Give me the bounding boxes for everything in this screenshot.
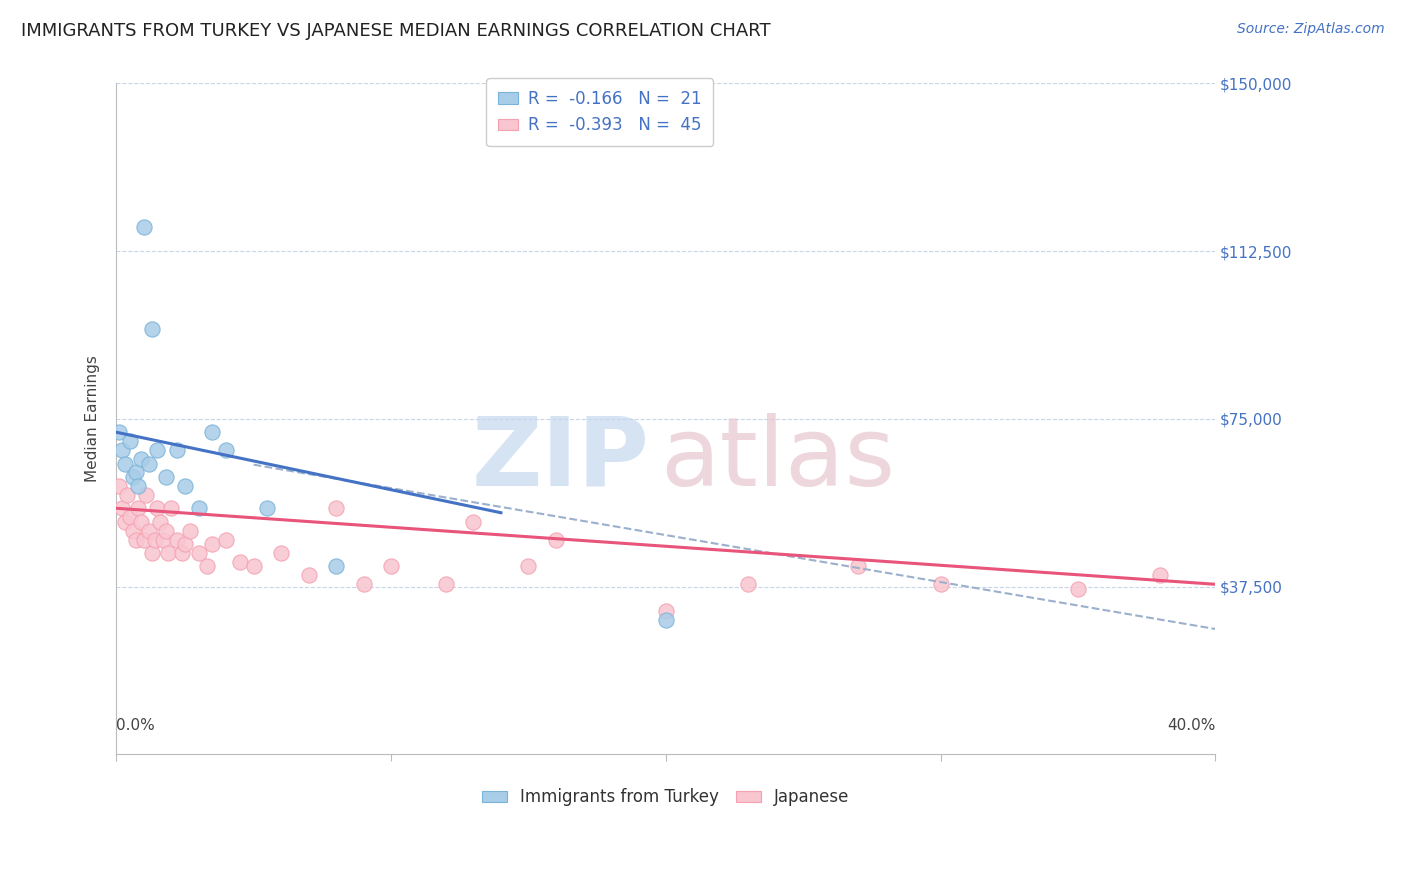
Y-axis label: Median Earnings: Median Earnings [86, 355, 100, 483]
Point [132, 533, 155, 547]
Point [111, 443, 134, 458]
Point [737, 577, 759, 591]
Point [127, 501, 149, 516]
Point [517, 559, 540, 574]
Point [201, 425, 224, 440]
Point [1149, 568, 1171, 582]
Point [129, 515, 152, 529]
Point [229, 555, 252, 569]
Point [1067, 582, 1090, 596]
Point [166, 443, 188, 458]
Point [929, 577, 952, 591]
Point [201, 537, 224, 551]
Point [124, 466, 146, 480]
Point [325, 559, 347, 574]
Point [174, 537, 197, 551]
Point [108, 479, 131, 493]
Point [195, 559, 218, 574]
Point [135, 488, 157, 502]
Point [129, 452, 152, 467]
Point [138, 457, 160, 471]
Point [138, 524, 160, 538]
Point [655, 613, 678, 627]
Point [127, 479, 149, 493]
Point [174, 479, 197, 493]
Point [353, 577, 375, 591]
Point [149, 515, 172, 529]
Text: atlas: atlas [661, 413, 896, 506]
Point [114, 515, 136, 529]
Point [152, 533, 174, 547]
Point [655, 604, 678, 618]
Point [118, 510, 141, 524]
Text: 0.0%: 0.0% [117, 718, 155, 733]
Point [270, 546, 292, 560]
Point [846, 559, 869, 574]
Point [117, 488, 139, 502]
Point [380, 559, 402, 574]
Point [121, 524, 143, 538]
Point [242, 559, 264, 574]
Point [132, 219, 155, 234]
Point [108, 425, 131, 440]
Point [179, 524, 201, 538]
Point [141, 322, 163, 336]
Text: IMMIGRANTS FROM TURKEY VS JAPANESE MEDIAN EARNINGS CORRELATION CHART: IMMIGRANTS FROM TURKEY VS JAPANESE MEDIA… [21, 22, 770, 40]
Point [141, 546, 163, 560]
Point [166, 533, 188, 547]
Point [111, 501, 134, 516]
Point [325, 501, 347, 516]
Legend: Immigrants from Turkey, Japanese: Immigrants from Turkey, Japanese [475, 781, 856, 813]
Point [118, 434, 141, 449]
Point [146, 443, 169, 458]
Point [434, 577, 457, 591]
Point [297, 568, 319, 582]
Point [114, 457, 136, 471]
Point [121, 470, 143, 484]
Point [155, 470, 177, 484]
Point [544, 533, 567, 547]
Point [187, 501, 209, 516]
Point [155, 524, 177, 538]
Point [215, 443, 238, 458]
Point [160, 501, 183, 516]
Point [187, 546, 209, 560]
Text: 40.0%: 40.0% [1167, 718, 1215, 733]
Point [172, 546, 194, 560]
Point [256, 501, 278, 516]
Point [143, 533, 166, 547]
Point [215, 533, 238, 547]
Point [124, 533, 146, 547]
Text: ZIP: ZIP [471, 413, 650, 506]
Point [146, 501, 169, 516]
Point [157, 546, 180, 560]
Point [463, 515, 485, 529]
Text: Source: ZipAtlas.com: Source: ZipAtlas.com [1237, 22, 1385, 37]
